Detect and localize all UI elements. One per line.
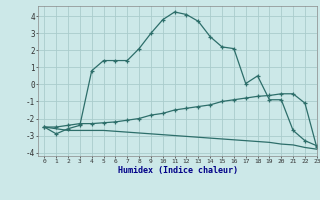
X-axis label: Humidex (Indice chaleur): Humidex (Indice chaleur) — [118, 166, 238, 175]
